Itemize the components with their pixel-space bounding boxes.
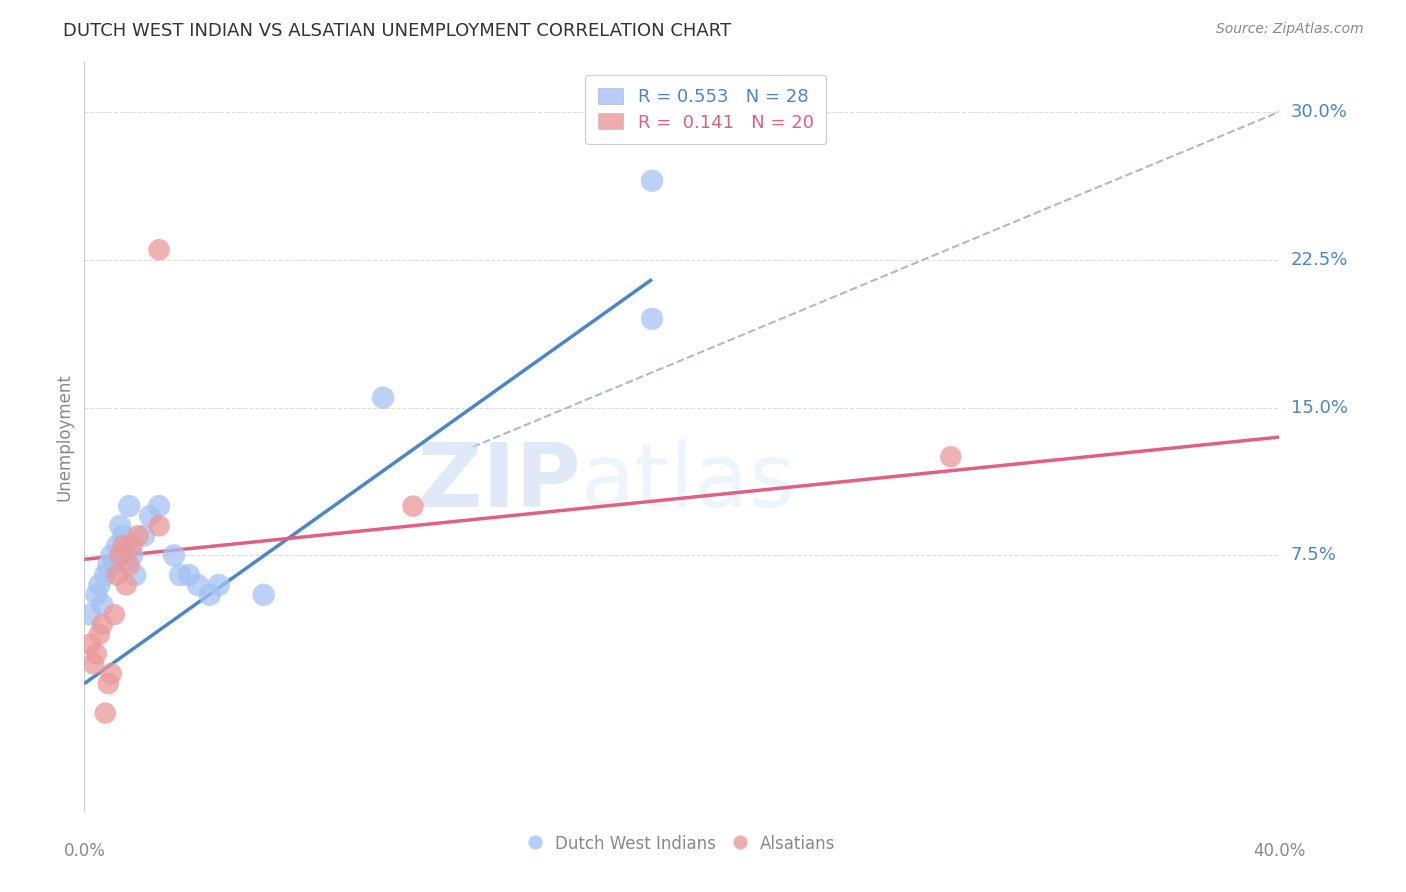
Point [641, 311, 664, 326]
Point [163, 549, 186, 563]
Point [148, 243, 170, 257]
Point [641, 174, 664, 188]
Point [112, 529, 135, 543]
Point [79, 637, 101, 651]
Point [105, 568, 128, 582]
Point [100, 549, 122, 563]
Point [198, 588, 221, 602]
Point [94, 568, 117, 582]
Point [373, 391, 395, 405]
Point [124, 568, 146, 582]
Point [148, 518, 170, 533]
Point [89, 578, 111, 592]
Point [91, 598, 114, 612]
Text: ZIP: ZIP [418, 439, 581, 525]
Point [100, 666, 122, 681]
Point [103, 607, 125, 622]
Point [89, 627, 111, 641]
Point [103, 558, 125, 573]
Point [105, 539, 128, 553]
Point [97, 558, 120, 573]
Point [115, 578, 138, 592]
Point [208, 578, 231, 592]
Text: atlas: atlas [581, 439, 796, 525]
Point [402, 499, 425, 513]
Point [97, 676, 120, 690]
Text: 22.5%: 22.5% [1291, 251, 1348, 268]
Y-axis label: Unemployment: Unemployment [55, 373, 73, 501]
Point [112, 539, 135, 553]
Point [82, 657, 104, 671]
Point [118, 499, 141, 513]
Point [86, 647, 108, 661]
Point [177, 568, 200, 582]
Point [79, 607, 101, 622]
Point [94, 706, 117, 720]
Point [121, 549, 143, 563]
Point [939, 450, 962, 464]
Text: 30.0%: 30.0% [1291, 103, 1347, 120]
Point [115, 549, 138, 563]
Text: 0.0%: 0.0% [63, 842, 105, 860]
Legend: Dutch West Indians, Alsatians: Dutch West Indians, Alsatians [522, 829, 842, 860]
Point [118, 558, 141, 573]
Point [110, 549, 132, 563]
Point [148, 499, 170, 513]
Point [121, 539, 143, 553]
Text: Source: ZipAtlas.com: Source: ZipAtlas.com [1216, 22, 1364, 37]
Point [132, 529, 156, 543]
Text: 15.0%: 15.0% [1291, 399, 1347, 417]
Point [91, 617, 114, 632]
Point [86, 588, 108, 602]
Point [253, 588, 276, 602]
Point [169, 568, 191, 582]
Text: DUTCH WEST INDIAN VS ALSATIAN UNEMPLOYMENT CORRELATION CHART: DUTCH WEST INDIAN VS ALSATIAN UNEMPLOYME… [63, 22, 731, 40]
Point [127, 529, 149, 543]
Point [139, 508, 162, 523]
Point [110, 518, 132, 533]
Point [187, 578, 209, 592]
Text: 40.0%: 40.0% [1253, 842, 1306, 860]
Text: 7.5%: 7.5% [1291, 547, 1337, 565]
